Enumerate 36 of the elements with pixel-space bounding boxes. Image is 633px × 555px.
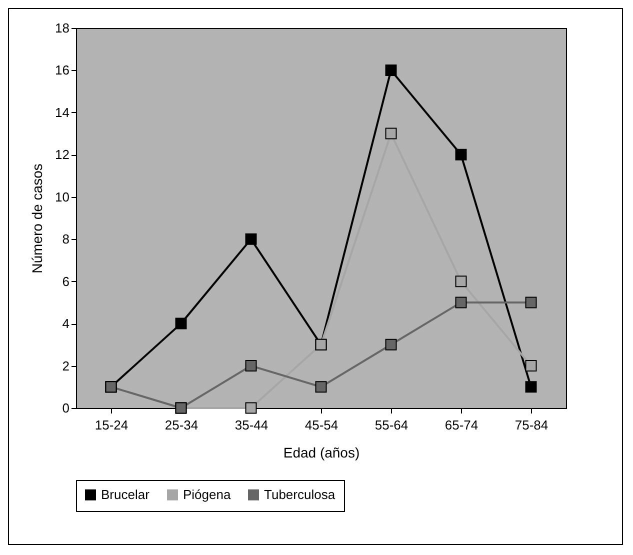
point bbox=[525, 360, 537, 372]
y-tick-label: 12 bbox=[55, 147, 70, 162]
x-tick-label: 25-34 bbox=[164, 418, 198, 432]
x-axis-title: Edad (años) bbox=[283, 444, 360, 460]
point bbox=[455, 148, 467, 160]
legend-label: Tuberculosa bbox=[264, 486, 336, 502]
point bbox=[175, 318, 187, 330]
legend-label: Piógena bbox=[183, 486, 232, 502]
x-tick-label: 55-64 bbox=[374, 418, 408, 432]
point bbox=[315, 381, 327, 393]
point bbox=[455, 276, 467, 288]
y-tick-label: 14 bbox=[55, 104, 70, 120]
point bbox=[455, 296, 467, 308]
point bbox=[385, 128, 397, 140]
y-tick-label: 18 bbox=[55, 20, 70, 36]
y-axis-title: Número de casos bbox=[29, 164, 46, 274]
y-tick-label: 16 bbox=[55, 62, 70, 78]
x-tick-label: 35-44 bbox=[234, 418, 268, 432]
y-tick-label: 0 bbox=[62, 400, 70, 416]
x-tick-label: 75-84 bbox=[514, 418, 548, 432]
point bbox=[525, 296, 537, 308]
point bbox=[525, 381, 537, 393]
x-tick-label: 45-54 bbox=[304, 418, 338, 432]
legend-label: Brucelar bbox=[101, 486, 150, 502]
y-tick-label: 10 bbox=[55, 189, 70, 204]
point bbox=[245, 360, 257, 372]
y-tick-label: 8 bbox=[62, 232, 70, 247]
point bbox=[245, 233, 257, 245]
x-tick-label: 15-24 bbox=[94, 418, 128, 432]
y-tick-label: 6 bbox=[62, 274, 70, 289]
point bbox=[385, 64, 397, 76]
point bbox=[385, 338, 397, 350]
point bbox=[245, 402, 257, 414]
y-tick-label: 4 bbox=[62, 316, 70, 332]
y-tick-label: 2 bbox=[62, 358, 70, 374]
x-tick-label: 65-74 bbox=[444, 418, 478, 432]
